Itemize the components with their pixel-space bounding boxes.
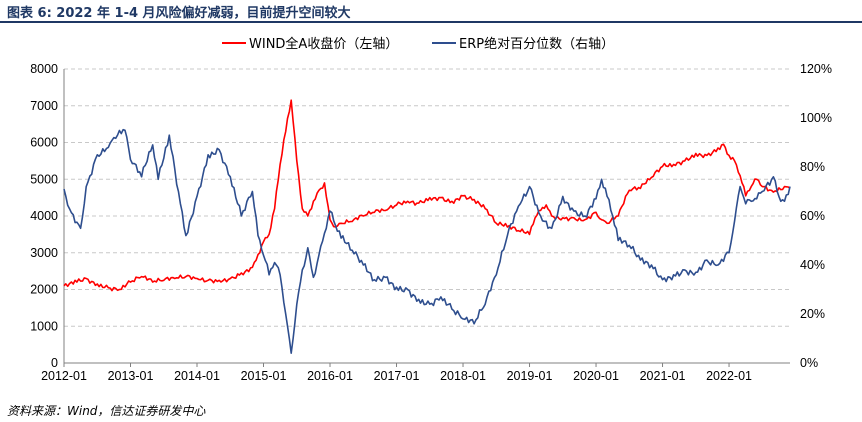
legend-label: ERP绝对百分位数（右轴） bbox=[459, 36, 614, 52]
y-left-tick-label: 8000 bbox=[30, 62, 58, 76]
x-tick-label: 2012-01 bbox=[41, 369, 87, 383]
y-right-tick-label: 100% bbox=[800, 111, 832, 125]
axes: 0 1000 2000 3000 4000 5000 6000 7000 8000 0% 20% 40… bbox=[30, 62, 832, 383]
y-right-tick-label: 40% bbox=[800, 258, 825, 272]
series-line-wind-all-a bbox=[63, 99, 791, 292]
x-tick-label: 2019-01 bbox=[507, 369, 553, 383]
y-right-tick-label: 80% bbox=[800, 160, 825, 174]
dual-axis-line-chart: 0 1000 2000 3000 4000 5000 6000 7000 8000 0% 20% 40… bbox=[30, 36, 832, 383]
y-left-tick-label: 4000 bbox=[30, 209, 58, 223]
x-tick-label: 2022-01 bbox=[706, 369, 752, 383]
y-right-tick-label: 20% bbox=[800, 307, 825, 321]
source-note: 资料来源：Wind，信达证券研发中心 bbox=[7, 404, 206, 418]
legend: WIND全A收盘价（左轴） ERP绝对百分位数（右轴） bbox=[222, 36, 614, 52]
series-lines bbox=[63, 99, 791, 354]
x-tick-label: 2015-01 bbox=[241, 369, 287, 383]
title-rule bbox=[0, 21, 862, 23]
y-left-tick-label: 1000 bbox=[30, 319, 58, 333]
legend-label: WIND全A收盘价（左轴） bbox=[249, 36, 398, 52]
y-left-tick-label: 6000 bbox=[30, 136, 58, 150]
y-left-tick-label: 7000 bbox=[30, 99, 58, 113]
y-right-tick-label: 60% bbox=[800, 209, 825, 223]
x-tick-label: 2020-01 bbox=[573, 369, 619, 383]
y-right-tick-label: 120% bbox=[800, 62, 832, 76]
series-line-erp-percentile bbox=[63, 128, 791, 354]
gridlines bbox=[64, 68, 790, 327]
y-left-tick-label: 3000 bbox=[30, 246, 58, 260]
x-tick-label: 2013-01 bbox=[108, 369, 154, 383]
x-tick-label: 2017-01 bbox=[374, 369, 420, 383]
x-tick-label: 2016-01 bbox=[307, 369, 353, 383]
y-right-tick-label: 0% bbox=[800, 356, 818, 370]
x-tick-label: 2014-01 bbox=[174, 369, 220, 383]
y-left-tick-label: 5000 bbox=[30, 172, 58, 186]
figure-title: 图表 6: 2022 年 1-4 月风险偏好减弱，目前提升空间较大 bbox=[7, 6, 351, 21]
x-tick-label: 2018-01 bbox=[440, 369, 486, 383]
y-left-tick-label: 0 bbox=[51, 356, 58, 370]
x-tick-label: 2021-01 bbox=[640, 369, 686, 383]
figure-header: 图表 6: 2022 年 1-4 月风险偏好减弱，目前提升空间较大 bbox=[0, 0, 862, 24]
y-left-tick-label: 2000 bbox=[30, 283, 58, 297]
